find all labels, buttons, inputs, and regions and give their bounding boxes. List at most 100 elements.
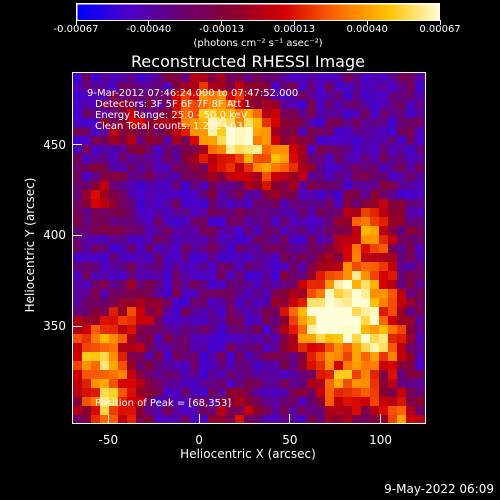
heatmap-cell [370, 190, 380, 200]
heatmap-cell [208, 235, 218, 245]
heatmap-cell [325, 181, 335, 191]
heatmap-cell [388, 334, 398, 344]
heatmap-cell [226, 235, 236, 245]
heatmap-cell [172, 208, 182, 218]
heatmap-cell [415, 271, 425, 281]
heatmap-cell [307, 181, 317, 191]
clean-counts-annotation: Clean Total counts: 1.21E+03 [95, 121, 243, 132]
heatmap-cell [109, 397, 119, 407]
heatmap-cell [172, 154, 182, 164]
heatmap-cell [307, 82, 317, 92]
heatmap-cell [343, 244, 353, 254]
heatmap-cell [406, 388, 416, 398]
heatmap-cell [298, 388, 308, 398]
heatmap-cell [262, 73, 272, 83]
heatmap-cell [298, 361, 308, 371]
heatmap-cell [307, 253, 317, 263]
heatmap-cell [253, 100, 263, 110]
heatmap-cell [199, 73, 209, 83]
heatmap-cell [100, 244, 110, 254]
heatmap-cell [235, 415, 245, 423]
heatmap-cell [82, 253, 92, 263]
heatmap-cell [109, 244, 119, 254]
heatmap-cell [352, 208, 362, 218]
heatmap-cell [181, 397, 191, 407]
heatmap-cell [235, 145, 245, 155]
heatmap-cell [136, 379, 146, 389]
heatmap-cell [253, 154, 263, 164]
heatmap-cell [118, 208, 128, 218]
colorbar-tick-label: -0.00013 [199, 24, 245, 35]
heatmap-cell [208, 352, 218, 362]
heatmap-cell [154, 163, 164, 173]
heatmap-cell [73, 370, 83, 380]
heatmap-cell [244, 82, 254, 92]
heatmap-cell [352, 172, 362, 182]
heatmap-cell [136, 82, 146, 92]
heatmap-cell [82, 343, 92, 353]
heatmap-cell [397, 136, 407, 146]
heatmap-cell [82, 262, 92, 272]
heatmap-cell [415, 109, 425, 119]
heatmap-cell [343, 289, 353, 299]
heatmap-cell [235, 163, 245, 173]
heatmap-cell [244, 190, 254, 200]
heatmap-cell [415, 127, 425, 137]
heatmap-cell [145, 415, 155, 423]
heatmap-cell [136, 127, 146, 137]
heatmap-cell [109, 334, 119, 344]
heatmap-cell [208, 388, 218, 398]
heatmap-cell [235, 172, 245, 182]
heatmap-cell [217, 262, 227, 272]
heatmap-cell [280, 154, 290, 164]
heatmap-cell [154, 388, 164, 398]
heatmap-cell [73, 262, 83, 272]
heatmap-cell [406, 181, 416, 191]
heatmap-cell [208, 199, 218, 209]
heatmap-cell [190, 370, 200, 380]
heatmap-cell [307, 208, 317, 218]
heatmap-cell [388, 235, 398, 245]
heatmap-cell [226, 406, 236, 416]
heatmap-cell [217, 388, 227, 398]
heatmap-cell [145, 271, 155, 281]
heatmap-cell [307, 199, 317, 209]
heatmap-cell [289, 397, 299, 407]
heatmap-cell [352, 262, 362, 272]
heatmap-cell [253, 181, 263, 191]
heatmap-cell [91, 397, 101, 407]
heatmap-cell [109, 73, 119, 83]
heatmap-cell [154, 127, 164, 137]
heatmap-cell [208, 127, 218, 137]
heatmap-cell [361, 136, 371, 146]
heatmap-cell [298, 370, 308, 380]
heatmap-cell [163, 73, 173, 83]
heatmap-cell [271, 208, 281, 218]
heatmap-cell [406, 244, 416, 254]
heatmap-cell [136, 91, 146, 101]
heatmap-cell [136, 325, 146, 335]
heatmap-cell [172, 181, 182, 191]
heatmap-cell [289, 253, 299, 263]
heatmap-cell [136, 370, 146, 380]
heatmap-cell [415, 397, 425, 407]
heatmap-cell [388, 415, 398, 423]
heatmap-cell [262, 145, 272, 155]
heatmap-cell [415, 343, 425, 353]
heatmap-cell [109, 109, 119, 119]
heatmap-cell [199, 91, 209, 101]
heatmap-cell [334, 136, 344, 146]
heatmap-cell [109, 298, 119, 308]
heatmap-cell [199, 145, 209, 155]
heatmap-cell [334, 325, 344, 335]
heatmap-cell [271, 316, 281, 326]
heatmap-cell [361, 190, 371, 200]
detectors-annotation: Detectors: 3F 5F 6F 7F 8F Att 1 [95, 99, 251, 110]
x-axis-tick [289, 414, 291, 424]
heatmap-cell [379, 181, 389, 191]
heatmap-cell [280, 100, 290, 110]
heatmap-cell [190, 262, 200, 272]
heatmap-cell [271, 226, 281, 236]
heatmap-cell [334, 370, 344, 380]
heatmap-cell [208, 271, 218, 281]
